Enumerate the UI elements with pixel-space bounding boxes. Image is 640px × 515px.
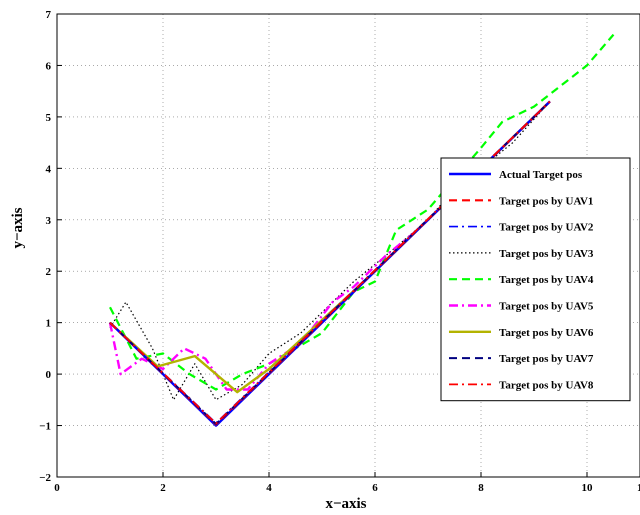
x-tick-label: 6: [372, 482, 378, 494]
legend-label: Target pos by UAV7: [499, 353, 594, 365]
series-line-4: [109, 101, 551, 401]
x-tick-label: 2: [160, 482, 166, 494]
legend: Actual Target pos Target pos by UAV1 Targe…: [440, 157, 631, 402]
y-tick-label: −1: [39, 421, 51, 433]
legend-label: Actual Target pos: [499, 169, 583, 181]
y-tick-label: 5: [46, 112, 52, 124]
y-tick-label: 7: [46, 9, 52, 21]
y-tick-label: 4: [46, 163, 52, 175]
legend-label: Target pos by UAV8: [499, 379, 594, 391]
x-tick-label: 1: [637, 482, 640, 494]
legend-label: Target pos by UAV5: [499, 301, 594, 313]
y-tick-label: 6: [46, 60, 52, 72]
plot-frame: [56, 13, 640, 478]
x-tick-label: 10: [582, 482, 594, 494]
x-axis-label: x−axis: [325, 496, 366, 512]
y-tick-label: −2: [39, 472, 51, 484]
y-tick-label: 2: [46, 266, 52, 278]
legend-label: Target pos by UAV6: [499, 327, 594, 339]
x-tick-label: 8: [478, 482, 484, 494]
legend-label: Target pos by UAV4: [499, 274, 594, 286]
x-tick-label: 0: [54, 482, 60, 494]
legend-label: Target pos by UAV1: [499, 195, 593, 207]
series-line-9: [109, 100, 551, 425]
legend-label: Target pos by UAV3: [499, 248, 594, 260]
y-tick-label: 1: [46, 318, 52, 330]
x-tick-label: 4: [266, 482, 272, 494]
legend-label: Target pos by UAV2: [499, 222, 594, 234]
y-tick-label: 0: [46, 369, 52, 381]
y-axis-label: y−axis: [10, 207, 26, 248]
series-line-5: [109, 33, 615, 391]
ticks: 0 2 4 6 8 10 1 −2 −1 0 1 2 3 4 5 6 7: [39, 9, 640, 494]
legend-box: [440, 157, 631, 402]
y-tick-label: 3: [46, 215, 52, 227]
